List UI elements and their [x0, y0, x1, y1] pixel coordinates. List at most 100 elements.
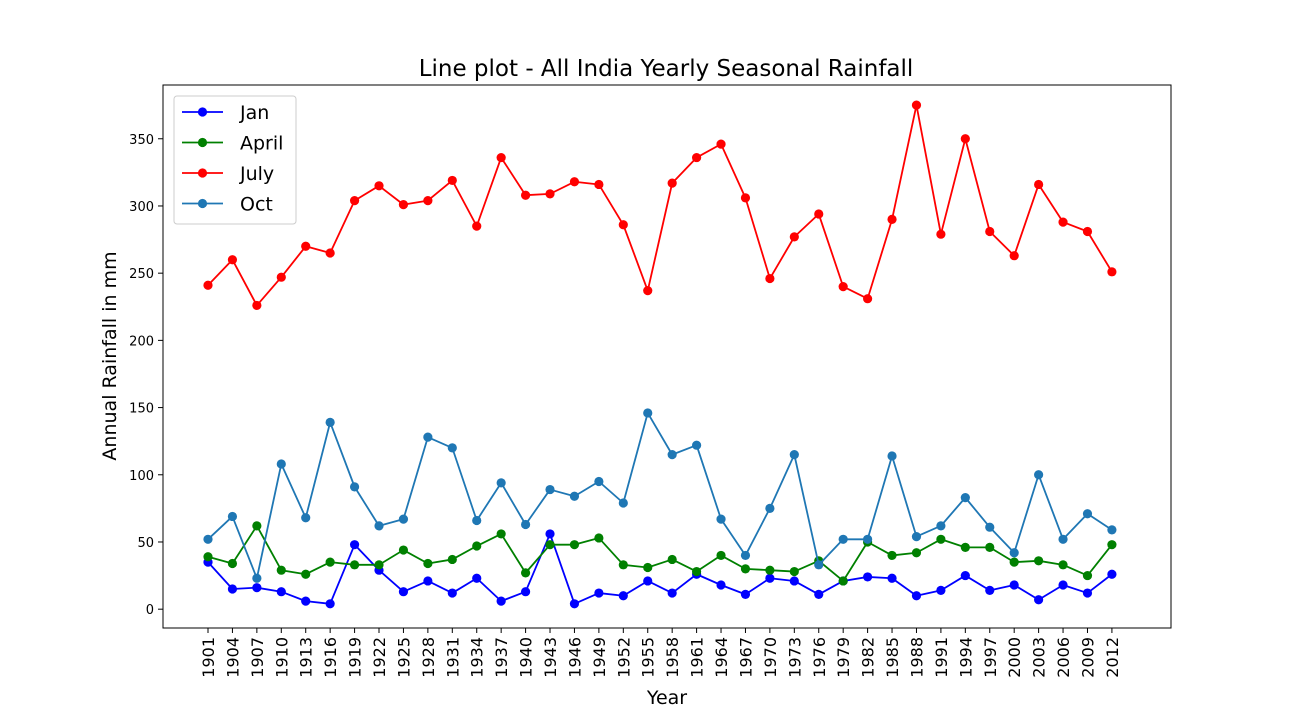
x-tick-label: 2003 — [1030, 637, 1049, 678]
data-point — [569, 491, 580, 501]
data-point — [545, 484, 555, 495]
data-point — [618, 220, 628, 230]
data-point — [398, 587, 409, 597]
data-point — [496, 478, 506, 488]
x-tick-label: 1955 — [639, 637, 658, 678]
data-point — [765, 503, 775, 513]
legend: Jan April July Oct — [173, 95, 297, 225]
data-point — [325, 557, 335, 567]
data-point — [276, 587, 286, 597]
data-point — [887, 550, 897, 561]
data-point — [252, 583, 262, 593]
data-point — [1034, 179, 1044, 190]
data-point — [887, 573, 897, 583]
data-point — [447, 443, 457, 453]
legend-marker — [197, 107, 208, 117]
data-point — [960, 134, 970, 144]
data-point — [520, 190, 531, 200]
legend-label: April — [240, 133, 283, 155]
series-line — [207, 412, 1113, 580]
data-point — [765, 573, 775, 583]
x-tick-label: 1979 — [834, 637, 853, 678]
data-point — [349, 560, 360, 570]
x-tick-label: 1964 — [712, 637, 731, 678]
data-point — [1034, 595, 1044, 605]
data-point — [716, 580, 726, 590]
data-point — [936, 585, 946, 595]
data-point — [863, 534, 873, 544]
data-point — [203, 280, 213, 290]
y-axis-label: Annual Rainfall in mm — [99, 251, 121, 460]
x-tick-label: 1982 — [859, 637, 878, 678]
data-point — [1058, 217, 1068, 227]
x-tick-label: 1973 — [785, 637, 804, 678]
data-point — [740, 589, 751, 599]
x-tick-label: 1988 — [907, 637, 926, 678]
data-point — [667, 554, 677, 565]
legend-item-july: July — [182, 163, 274, 185]
legend-item-april: April — [182, 133, 283, 155]
data-point — [814, 209, 824, 219]
data-point — [594, 179, 604, 190]
data-point — [667, 178, 677, 188]
legend-label: Oct — [240, 194, 273, 216]
x-tick-label: 1916 — [321, 637, 340, 678]
x-tick-label: 1991 — [932, 637, 951, 678]
x-tick-label: 2012 — [1103, 637, 1122, 678]
data-point — [667, 450, 677, 460]
data-point — [1082, 570, 1093, 581]
legend-box — [173, 95, 297, 225]
data-point — [594, 588, 604, 598]
x-tick-label: 1961 — [688, 637, 707, 678]
legend-item-oct: Oct — [182, 194, 273, 216]
data-point — [936, 229, 946, 239]
data-point — [594, 476, 604, 487]
data-point — [1107, 540, 1117, 550]
data-point — [472, 541, 482, 551]
data-point — [960, 570, 970, 581]
data-point — [203, 534, 213, 544]
data-point — [545, 540, 555, 550]
legend-label: Jan — [239, 102, 269, 124]
data-point — [1107, 569, 1117, 579]
x-tick-label: 1931 — [443, 637, 462, 678]
data-point — [887, 451, 897, 461]
data-point — [569, 540, 580, 550]
x-tick-label: 1907 — [248, 637, 267, 678]
x-tick-label: 1985 — [883, 637, 902, 678]
y-tick-label: 300 — [129, 200, 154, 215]
data-point — [1058, 560, 1068, 570]
data-point — [1034, 470, 1044, 480]
data-point — [545, 529, 555, 539]
data-point — [643, 576, 653, 586]
data-point — [325, 599, 335, 609]
data-point — [692, 440, 702, 450]
data-point — [765, 273, 775, 284]
data-point — [985, 226, 995, 237]
data-point — [398, 200, 409, 210]
data-point — [1034, 556, 1044, 566]
data-point — [911, 591, 922, 601]
x-tick-label: 1946 — [565, 637, 584, 678]
data-point — [911, 548, 922, 558]
data-point — [227, 255, 238, 265]
y-tick-label: 200 — [129, 334, 154, 349]
data-point — [252, 300, 262, 311]
data-point — [643, 286, 653, 296]
data-point — [643, 408, 653, 418]
series-layer — [203, 100, 1117, 609]
data-point — [618, 560, 628, 570]
data-point — [643, 562, 653, 573]
data-point — [423, 558, 433, 569]
data-point — [838, 576, 848, 586]
x-tick-label: 1958 — [663, 637, 682, 678]
data-point — [349, 540, 360, 550]
data-point — [838, 534, 848, 544]
data-point — [301, 569, 311, 579]
data-point — [472, 221, 482, 231]
data-point — [374, 181, 384, 191]
data-point — [1107, 525, 1117, 535]
data-point — [863, 572, 873, 582]
data-point — [472, 573, 482, 583]
data-point — [1082, 509, 1093, 519]
